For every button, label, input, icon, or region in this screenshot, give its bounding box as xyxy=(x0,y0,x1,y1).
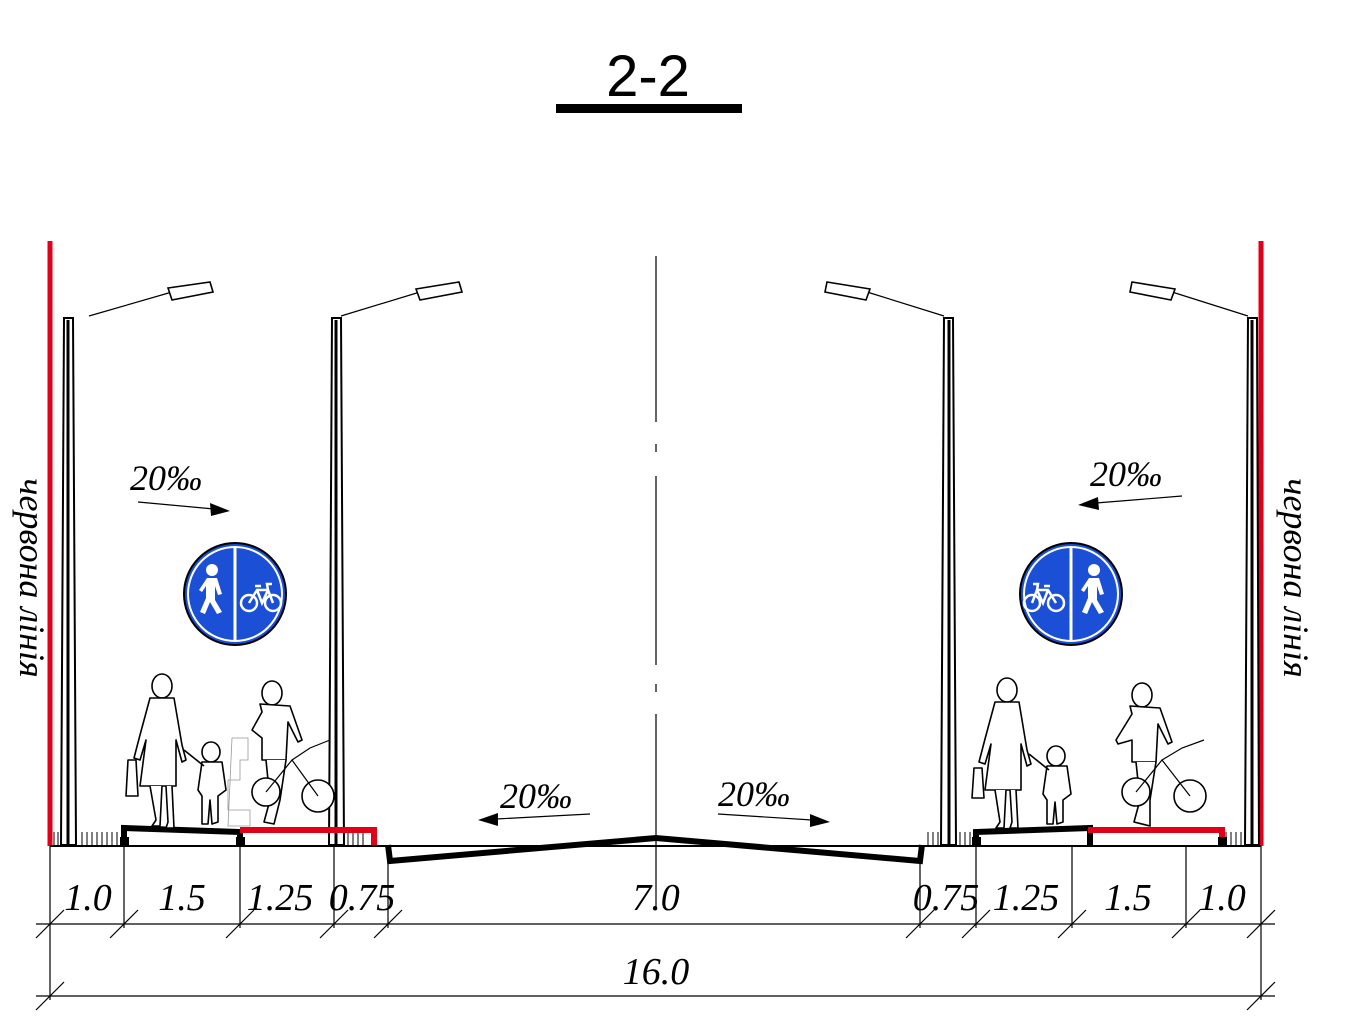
woman-with-child-right xyxy=(971,677,1072,829)
pedestrian-icon xyxy=(199,564,222,614)
bicycle-icon xyxy=(239,582,283,613)
dim-seg-8: 1.5 xyxy=(1104,877,1152,919)
grass-hatch-left xyxy=(53,832,118,845)
dim-seg-9: 1.0 xyxy=(1198,877,1246,919)
dim-seg-5: 7.0 xyxy=(632,877,680,919)
dim-seg-1: 1.0 xyxy=(64,877,112,919)
dim-seg-4: 0.75 xyxy=(329,877,396,919)
dim-total: 16.0 xyxy=(623,951,690,993)
dim-seg-6: 0.75 xyxy=(913,877,980,919)
bicycle-icon xyxy=(1022,582,1066,613)
slope-right-sidewalk: 20‰ xyxy=(1078,454,1183,510)
grass-hatch-center-left xyxy=(347,832,364,845)
svg-text:20‰: 20‰ xyxy=(1090,454,1162,494)
section-title-group: 2-2 xyxy=(556,44,742,113)
grass-hatch-right xyxy=(1225,832,1242,845)
section-title: 2-2 xyxy=(606,44,690,109)
lamp-post-4 xyxy=(1129,281,1261,846)
svg-text:20‰: 20‰ xyxy=(500,776,572,816)
woman-with-child-left xyxy=(125,673,227,829)
dimension-chain xyxy=(35,846,1276,1011)
slope-left-sidewalk: 20‰ xyxy=(130,458,230,516)
red-line-label-left: червона лінія xyxy=(12,478,52,677)
shared-pedestrian-bicycle-sign-left xyxy=(183,542,287,646)
red-line-label-right: червона лінія xyxy=(1276,478,1316,677)
slope-road-left: 20‰ xyxy=(478,776,591,826)
dim-seg-2: 1.5 xyxy=(158,877,206,919)
roadway-surface xyxy=(385,834,925,865)
lamp-post-3 xyxy=(824,281,958,846)
dim-seg-7: 1.25 xyxy=(993,877,1060,919)
left-sidewalk xyxy=(120,824,377,846)
right-sidewalk xyxy=(972,824,1227,846)
grass-hatch-center-right xyxy=(927,832,971,845)
title-underline xyxy=(556,104,742,113)
shared-bicycle-pedestrian-sign-right xyxy=(1019,542,1123,646)
cyclist-right xyxy=(1115,682,1207,827)
lamp-post-2 xyxy=(327,281,464,846)
cyclist-left xyxy=(227,680,335,827)
lamp-post-1 xyxy=(59,281,215,846)
svg-text:20‰: 20‰ xyxy=(718,774,790,814)
svg-text:20‰: 20‰ xyxy=(130,458,202,498)
dimension-labels: 1.0 1.5 1.25 0.75 7.0 0.75 1.25 1.5 1.0 … xyxy=(64,877,1246,993)
slope-road-right: 20‰ xyxy=(717,774,830,827)
dim-seg-3: 1.25 xyxy=(247,877,314,919)
pedestrian-icon xyxy=(1081,564,1104,614)
